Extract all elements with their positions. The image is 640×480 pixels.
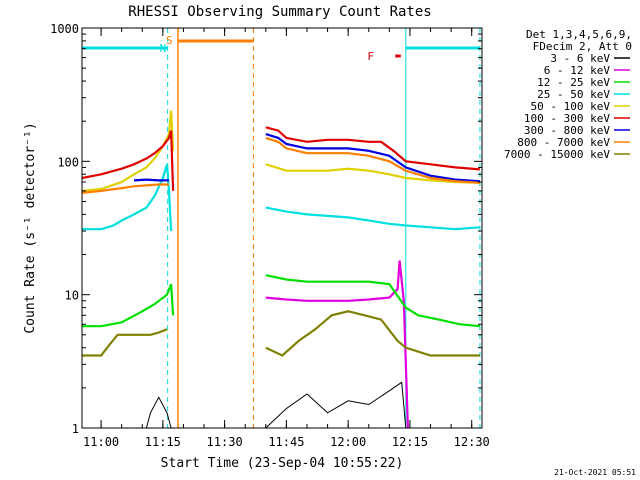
- legend: Det 1,3,4,5,6,9,FDecim 2, Att 03 - 6 keV…: [504, 28, 632, 161]
- plot-frame: [81, 27, 483, 429]
- legend-label-4: 50 - 100 keV: [531, 100, 611, 113]
- series-line-3: [82, 163, 480, 232]
- legend-label-3: 25 - 50 keV: [537, 88, 610, 101]
- series-line-1: [265, 260, 409, 428]
- legend-label-7: 800 - 7000 keV: [517, 136, 610, 149]
- series-line-2: [82, 274, 481, 328]
- legend-header-1: FDecim 2, Att 0: [533, 40, 632, 53]
- x-tick-label-3: 11:45: [268, 435, 304, 449]
- plot-area: NS F: [82, 28, 481, 428]
- series-line-4: [82, 110, 480, 192]
- marker-N: N: [160, 42, 167, 55]
- y-tick-label-10: 10: [65, 289, 79, 303]
- x-tick-label-0: 11:00: [83, 435, 119, 449]
- series-line-5: [82, 126, 480, 191]
- y-axis-label: Count Rate (s⁻¹ detector⁻¹): [23, 122, 38, 333]
- marker-F: F: [367, 50, 374, 63]
- x-axis-label: Start Time (23-Sep-04 10:55:22): [161, 456, 404, 471]
- x-tick-label-5: 12:15: [392, 435, 428, 449]
- x-tick-label-6: 12:30: [454, 435, 490, 449]
- series-line-8: [82, 310, 480, 357]
- y-tick-label-100: 100: [57, 155, 79, 169]
- series-line-0: [145, 381, 407, 428]
- chart-title: RHESSI Observing Summary Count Rates: [128, 4, 431, 20]
- series-line-7: [82, 136, 480, 194]
- legend-label-1: 6 - 12 keV: [544, 64, 611, 77]
- y-tick-label-1000: 1000: [50, 22, 79, 36]
- axes: 1 10 100 1000 11:00 11:15 11:30 11:45 12:00 12:15…: [50, 22, 490, 449]
- timestamp-footer: 21-Oct-2021 05:51: [554, 468, 636, 477]
- x-tick-label-4: 12:00: [330, 435, 366, 449]
- y-tick-label-1: 1: [72, 422, 79, 436]
- legend-header-0: Det 1,3,4,5,6,9,: [526, 28, 632, 41]
- x-tick-label-2: 11:30: [207, 435, 243, 449]
- x-tick-label-1: 11:15: [145, 435, 181, 449]
- legend-label-5: 100 - 300 keV: [524, 112, 610, 125]
- legend-label-0: 3 - 6 keV: [550, 52, 610, 65]
- series-line-6: [133, 133, 480, 183]
- legend-label-8: 7000 - 15000 keV: [504, 148, 610, 161]
- marker-S: S: [166, 34, 173, 47]
- legend-label-2: 12 - 25 keV: [537, 76, 610, 89]
- legend-label-6: 300 - 800 keV: [524, 124, 610, 137]
